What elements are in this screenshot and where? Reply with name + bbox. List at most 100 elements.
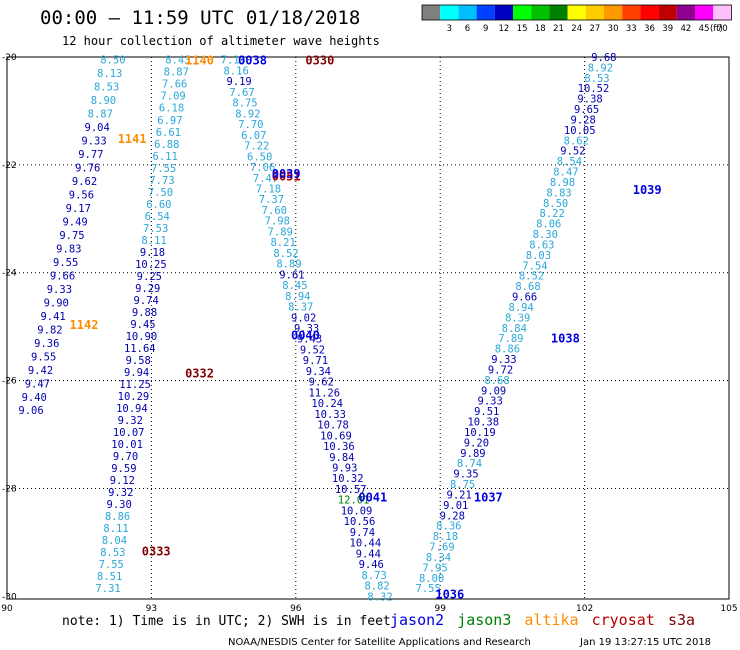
swh-value: 9.33 — [47, 284, 72, 296]
swh-value: 7.47 — [253, 173, 278, 185]
swh-value: 6.50 — [247, 151, 272, 163]
swh-value: 7.73 — [149, 175, 174, 187]
swh-value: 9.30 — [107, 499, 132, 511]
swh-value: 8.92 — [235, 108, 260, 120]
swh-value: 8.74 — [457, 458, 482, 470]
swh-value: 9.52 — [560, 146, 585, 158]
swh-value: 8.13 — [97, 68, 122, 80]
swh-value: 9.55 — [53, 257, 78, 269]
swh-value: 7.55 — [151, 163, 176, 175]
pass-label-1141: 1141 — [118, 132, 147, 146]
pass-label-0041: 0041 — [358, 491, 387, 505]
pass-label-0330: 0330 — [305, 54, 334, 68]
swh-value: 9.12 — [110, 475, 135, 487]
swh-value: 8.94 — [285, 291, 310, 303]
pass-label-0040: 0040 — [291, 329, 320, 343]
swh-value: 9.83 — [56, 243, 81, 255]
track-1142: 8.508.138.538.908.879.049.339.779.769.62… — [18, 55, 125, 418]
swh-value: 8.39 — [505, 312, 530, 324]
swh-value: 7.98 — [265, 216, 290, 228]
swh-value: 7.18 — [256, 183, 281, 195]
swh-value: 7.54 — [522, 260, 547, 272]
units-note: note: 1) Time is in UTC; 2) SWH is in fe… — [62, 614, 391, 629]
swh-value: 8.75 — [232, 98, 257, 110]
swh-value: 7.89 — [498, 333, 523, 345]
colorbar-tick-label: 70 — [717, 24, 728, 34]
colorbar-tick-label: 21 — [553, 24, 564, 34]
colorbar-outline — [421, 4, 732, 21]
swh-value: 8.32 — [367, 591, 392, 603]
pass-label-0039: 0039 — [272, 167, 301, 181]
swh-value: 8.68 — [515, 281, 540, 293]
swh-value: 9.33 — [81, 136, 106, 148]
pass-label-0332: 0332 — [185, 366, 214, 380]
pass-label-1039: 1039 — [633, 183, 662, 197]
swh-value: 9.71 — [303, 355, 328, 367]
swh-value: 8.94 — [509, 302, 534, 314]
satellite-legend: jason2 jason3 altika cryosat s3a — [390, 611, 695, 629]
swh-value: 8.54 — [557, 156, 582, 168]
colorbar-tick-label: 12 — [498, 24, 509, 34]
swh-value: 7.06 — [250, 162, 275, 174]
colorbar-swatch — [695, 5, 714, 20]
swh-value: 10.29 — [118, 391, 150, 403]
lat-tick-label: -24 — [2, 269, 17, 279]
swh-value: 6.18 — [159, 103, 184, 115]
swh-value: 8.82 — [364, 581, 389, 593]
axis-ticks: 90 93 96 99 102 105 -20 -22 -24 -26 -28 -30 — [1, 53, 737, 614]
swh-value: 10.94 — [116, 403, 148, 415]
swh-value: 7.89 — [268, 226, 293, 238]
swh-value: 9.35 — [453, 469, 478, 481]
swh-value: 9.38 — [577, 94, 602, 106]
swh-value: 7.95 — [422, 562, 447, 574]
lon-tick-label: 105 — [720, 604, 737, 614]
swh-value: 9.93 — [332, 463, 357, 475]
swh-value: 10.78 — [317, 420, 349, 432]
swh-value: 8.86 — [105, 511, 130, 523]
swh-value: 9.66 — [512, 292, 537, 304]
swh-value: 9.90 — [44, 297, 69, 309]
swh-value: 9.40 — [22, 392, 47, 404]
swh-value: 9.43 — [297, 334, 322, 346]
colorbar-swatch — [658, 5, 677, 20]
swh-value: 6.61 — [156, 127, 181, 139]
colorbar-swatch — [567, 5, 586, 20]
swh-value: 9.74 — [134, 295, 159, 307]
swh-value: 10.25 — [135, 259, 167, 271]
swh-value: 6.11 — [153, 151, 178, 163]
colorbar-tick-label: 6 — [465, 24, 470, 34]
swh-value: 9.42 — [28, 365, 53, 377]
colorbar-tick-label: 42 — [680, 24, 691, 34]
swh-value: 9.29 — [135, 283, 160, 295]
swh-value: 7.60 — [262, 205, 287, 217]
swh-value: 8.53 — [94, 82, 119, 94]
colorbar-swatch — [622, 5, 641, 20]
colorbar-tick-label: 24 — [571, 24, 582, 34]
swh-value: 8.51 — [97, 571, 122, 583]
swh-value: 8.22 — [540, 208, 565, 220]
swh-value: 10.36 — [323, 441, 355, 453]
swh-value: 10.44 — [350, 538, 382, 550]
colorbar-swatch — [476, 5, 495, 20]
swh-value: 9.70 — [113, 451, 138, 463]
swh-value: 8.86 — [495, 344, 520, 356]
colorbar-legend: 3 6 9 12 15 18 21 24 27 30 33 36 39 42 45 70 — [421, 4, 732, 34]
swh-value: 11.64 — [124, 343, 156, 355]
swh-value: 9.82 — [37, 324, 62, 336]
swh-value: 8.16 — [224, 65, 249, 77]
swh-value: 9.33 — [478, 396, 503, 408]
swh-value: 10.56 — [344, 516, 376, 528]
swh-value: 9.77 — [78, 149, 103, 161]
colorbar-tick-label: 27 — [589, 24, 600, 34]
swh-value: 8.68 — [484, 375, 509, 387]
colorbar-tick-label: 9 — [483, 24, 488, 34]
swh-value: 9.89 — [460, 448, 485, 460]
swh-value: 9.17 — [66, 203, 91, 215]
swh-value: 9.21 — [447, 489, 472, 501]
colorbar-tick-label: 3 — [447, 24, 452, 34]
lon-tick-label: 99 — [434, 604, 446, 614]
colorbar-swatch — [585, 5, 604, 20]
swh-value: 8.06 — [536, 219, 561, 231]
swh-value: 9.44 — [356, 548, 381, 560]
swh-value: 9.32 — [108, 487, 133, 499]
